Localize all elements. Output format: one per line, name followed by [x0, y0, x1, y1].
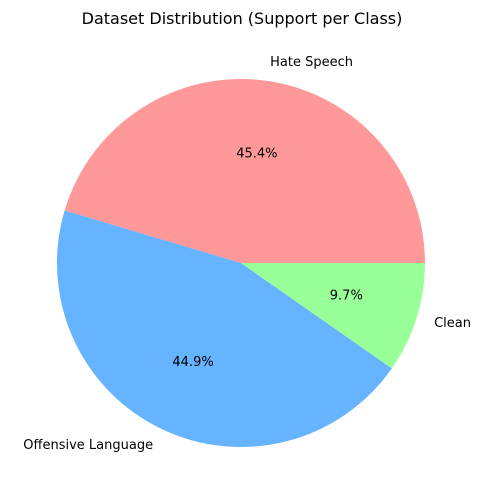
pie-slice-clean	[241, 263, 425, 369]
pie-slice-hate-speech	[64, 78, 426, 263]
percent-label-offensive-language: 44.9%	[172, 355, 213, 370]
pie-slices	[56, 78, 426, 448]
slice-label-offensive-language: Offensive Language	[23, 438, 153, 453]
slice-label-hate-speech: Hate Speech	[270, 55, 353, 70]
pie-slice-offensive-language	[56, 210, 392, 448]
pie-labels: Hate Speech 45.4% Offensive Language 44.9% C…	[23, 55, 471, 453]
chart-title: Dataset Distribution (Support per Class)	[82, 9, 403, 28]
percent-label-hate-speech: 45.4%	[236, 146, 277, 161]
percent-label-clean: 9.7%	[330, 289, 363, 304]
slice-label-clean: Clean	[434, 316, 471, 331]
